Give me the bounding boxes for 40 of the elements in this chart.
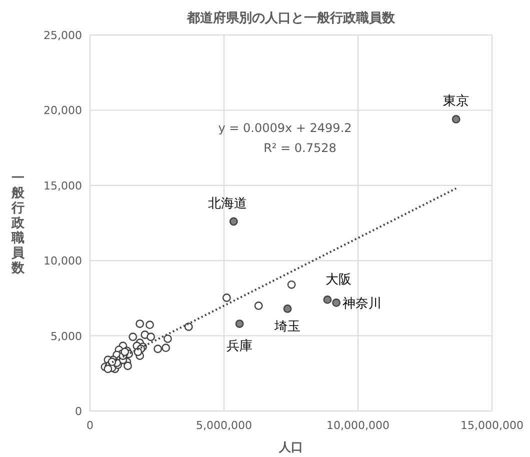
- annotation: y = 0.0009x + 2499.2: [218, 121, 352, 135]
- point: [164, 334, 172, 344]
- point: [128, 332, 138, 342]
- series-label: 東京: [443, 94, 470, 110]
- annotation: R² = 0.7528: [264, 141, 336, 155]
- point: [162, 344, 170, 352]
- point: [235, 320, 244, 328]
- y-tick-label: 5,000: [50, 330, 82, 343]
- y-tick-label: 10,000: [44, 254, 82, 268]
- y-tick-label: 15,000: [44, 179, 82, 192]
- point: [332, 298, 340, 307]
- x-tick-label: 0: [86, 419, 94, 432]
- x-tick-label: 15,000,000: [460, 419, 524, 432]
- y-axis-title: 一般行政職員数: [10, 171, 26, 276]
- point: [146, 332, 156, 342]
- x-tick-label: 10,000,000: [326, 419, 390, 432]
- series-label: 神奈川: [342, 296, 382, 312]
- y-tick-label: 20,000: [44, 104, 82, 118]
- point: [146, 320, 154, 330]
- y-tick-label: 0: [75, 405, 82, 418]
- point: [229, 217, 238, 226]
- series-label: 兵庫: [226, 338, 253, 354]
- point: [222, 294, 231, 302]
- point: [136, 320, 144, 328]
- point: [154, 344, 162, 354]
- series-label: 埼玉: [274, 320, 301, 335]
- point: [287, 280, 296, 289]
- x-tick-label: 5,000,000: [196, 419, 252, 432]
- y-tick-label: 25,000: [44, 29, 82, 42]
- point: [283, 304, 292, 313]
- series-label: 北海道: [208, 196, 248, 212]
- point: [323, 296, 332, 304]
- point: [124, 362, 132, 370]
- chart-title: 都道府県別の人口と一般行政職員数: [186, 10, 396, 26]
- series-label: 大阪: [325, 272, 352, 288]
- point: [184, 322, 193, 331]
- point: [104, 364, 112, 374]
- x-axis-title: 人口: [278, 440, 303, 454]
- point: [452, 115, 460, 124]
- point: [254, 302, 263, 310]
